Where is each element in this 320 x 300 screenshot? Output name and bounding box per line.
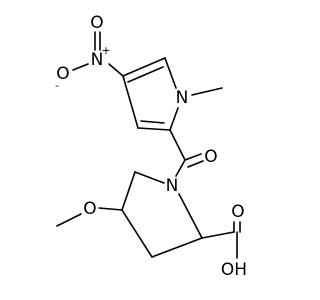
molecule-diagram: N + O O - N O N O O OH bbox=[55, 13, 247, 280]
bond bbox=[137, 127, 171, 131]
bond bbox=[164, 57, 177, 89]
bond bbox=[72, 63, 89, 71]
bond bbox=[121, 209, 153, 258]
bond bbox=[127, 66, 164, 83]
bond bbox=[187, 160, 204, 168]
bond bbox=[201, 231, 235, 239]
bond bbox=[121, 171, 136, 211]
atom-labels: N + O O - N O N O O OH bbox=[55, 13, 247, 280]
bond bbox=[122, 57, 166, 77]
bond bbox=[134, 171, 165, 184]
atom-label: O bbox=[90, 13, 103, 33]
atom-label: O bbox=[204, 147, 217, 167]
bond bbox=[122, 75, 139, 129]
atom-label: O bbox=[83, 199, 96, 219]
atom-label: N bbox=[166, 176, 179, 196]
atom-label: N bbox=[176, 88, 189, 108]
bond bbox=[98, 207, 123, 211]
bond bbox=[191, 87, 223, 96]
bond bbox=[175, 159, 186, 177]
bond bbox=[178, 193, 203, 239]
atom-label: O bbox=[231, 202, 244, 222]
bond bbox=[169, 129, 186, 161]
atom-label: OH bbox=[221, 260, 247, 280]
bond bbox=[184, 153, 202, 161]
bonds bbox=[56, 31, 241, 259]
atom-charge: + bbox=[101, 44, 110, 57]
bond bbox=[151, 237, 203, 258]
bond bbox=[108, 63, 124, 77]
bond bbox=[140, 120, 165, 124]
bond bbox=[169, 107, 179, 131]
atom-label: O bbox=[56, 64, 69, 84]
atom-label: N bbox=[91, 50, 104, 70]
atom-charge: - bbox=[55, 79, 59, 92]
bond bbox=[56, 213, 82, 227]
